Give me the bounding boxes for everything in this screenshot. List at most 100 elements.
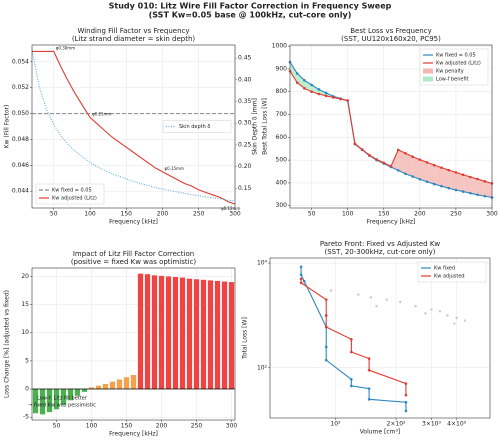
x-axis-label: Frequency [kHz]	[109, 431, 158, 438]
legend-swatch	[423, 76, 433, 82]
legend-label: Kw adjusted (Litz)	[52, 196, 97, 202]
series-marker	[302, 279, 306, 283]
difference-area	[463, 174, 471, 194]
legend-label: Low-f benefit	[436, 77, 469, 83]
legend-box	[35, 183, 105, 205]
series-marker	[367, 357, 371, 360]
y-tick-label: 800	[276, 88, 288, 95]
y2-tick-label: 0.20	[238, 163, 252, 170]
series-line	[32, 50, 236, 205]
candidate-point	[463, 319, 467, 322]
legend-label: Kw fixed = 0.05	[52, 188, 92, 194]
y2-tick-label: 0.30	[238, 120, 252, 127]
series-marker	[360, 148, 364, 151]
bar	[95, 385, 102, 390]
series-marker	[396, 148, 400, 152]
bar	[102, 383, 109, 390]
series-marker	[404, 172, 407, 176]
legend-label: Kw adjusted (Litz)	[436, 61, 481, 67]
series-marker	[295, 72, 299, 75]
x-tick-label: 50	[53, 423, 61, 430]
series-marker	[299, 277, 303, 281]
series-marker	[447, 168, 451, 172]
series-marker	[469, 191, 472, 195]
plot-frame	[289, 44, 493, 209]
series-marker	[454, 188, 458, 192]
bar	[116, 379, 123, 390]
bar	[179, 277, 186, 390]
bar	[67, 389, 74, 401]
bar	[200, 279, 207, 390]
difference-area	[398, 149, 406, 174]
x-tick-label: 300	[226, 423, 238, 430]
series-marker	[418, 158, 422, 161]
bar	[130, 374, 137, 390]
bar	[32, 389, 39, 414]
x-tick-label: 4×10³	[447, 421, 466, 428]
y-axis-label: Kw (Fill Factor)	[4, 105, 11, 149]
panel-title: Impact of Litz Fill Factor Correction	[73, 250, 194, 258]
series-marker	[350, 384, 353, 388]
series-marker	[353, 142, 357, 146]
series-marker	[469, 175, 472, 179]
x-tick-label: 100	[86, 423, 98, 430]
candidate-point	[446, 314, 449, 317]
bar	[193, 279, 200, 390]
series-marker	[476, 177, 479, 181]
difference-area	[419, 159, 428, 182]
x-tick-label: 150	[121, 423, 133, 430]
panel-subtitle: (Litz strand diameter = skin depth)	[72, 35, 196, 43]
legend-box	[162, 120, 232, 133]
series-marker	[324, 94, 328, 98]
series-marker	[324, 298, 328, 301]
legend-label: Kw fixed = 0.05	[436, 53, 476, 59]
candidate-point	[430, 308, 433, 311]
bar	[186, 278, 193, 390]
bar	[123, 377, 130, 390]
series-marker	[295, 81, 299, 84]
x-tick-label: 150	[121, 211, 133, 218]
plot-frame	[269, 257, 491, 419]
y-tick-label: 400	[276, 179, 288, 186]
x-axis-label: Frequency [kHz]	[367, 219, 416, 226]
x-tick-label: 100	[84, 211, 96, 218]
series-marker	[324, 358, 328, 362]
x-tick-label: 300	[229, 211, 241, 218]
candidate-point	[399, 300, 402, 304]
y-tick-label: 0.052	[12, 84, 29, 91]
series-marker	[432, 163, 436, 167]
bar	[151, 275, 158, 390]
series-marker	[483, 194, 487, 198]
candidate-point	[453, 322, 456, 325]
series-marker	[310, 90, 313, 94]
x-tick-label: 200	[157, 211, 169, 218]
series-marker	[339, 97, 342, 101]
series-marker	[303, 79, 306, 82]
y-axis-label: Total Loss [W]	[242, 317, 249, 360]
y2-tick-label: 0.35	[238, 98, 252, 105]
x-tick-label: 50	[308, 211, 316, 218]
series-marker	[350, 350, 353, 354]
y-tick-label: 0.048	[12, 136, 29, 143]
bar	[207, 280, 214, 390]
x-axis-label: Volume [cm³]	[360, 429, 400, 436]
series-marker	[324, 91, 328, 95]
series-marker	[404, 151, 407, 155]
legend-box	[417, 261, 487, 283]
difference-area	[434, 165, 442, 187]
series-marker	[411, 175, 414, 178]
series-marker	[367, 387, 371, 390]
bar	[46, 389, 53, 413]
difference-area	[455, 172, 464, 192]
candidate-point	[357, 293, 360, 296]
panel-title: Best Loss vs Frequency	[350, 27, 431, 35]
series-marker	[299, 265, 303, 269]
series-line	[300, 278, 407, 396]
series-marker	[324, 325, 328, 329]
y-tick-label: 10⁴	[257, 260, 268, 267]
x-tick-label: 300	[486, 211, 498, 218]
figure-subtitle: (SST Kw=0.05 base @ 100kHz, cut-core onl…	[149, 11, 352, 20]
bar	[172, 277, 179, 390]
series-marker	[404, 400, 408, 404]
